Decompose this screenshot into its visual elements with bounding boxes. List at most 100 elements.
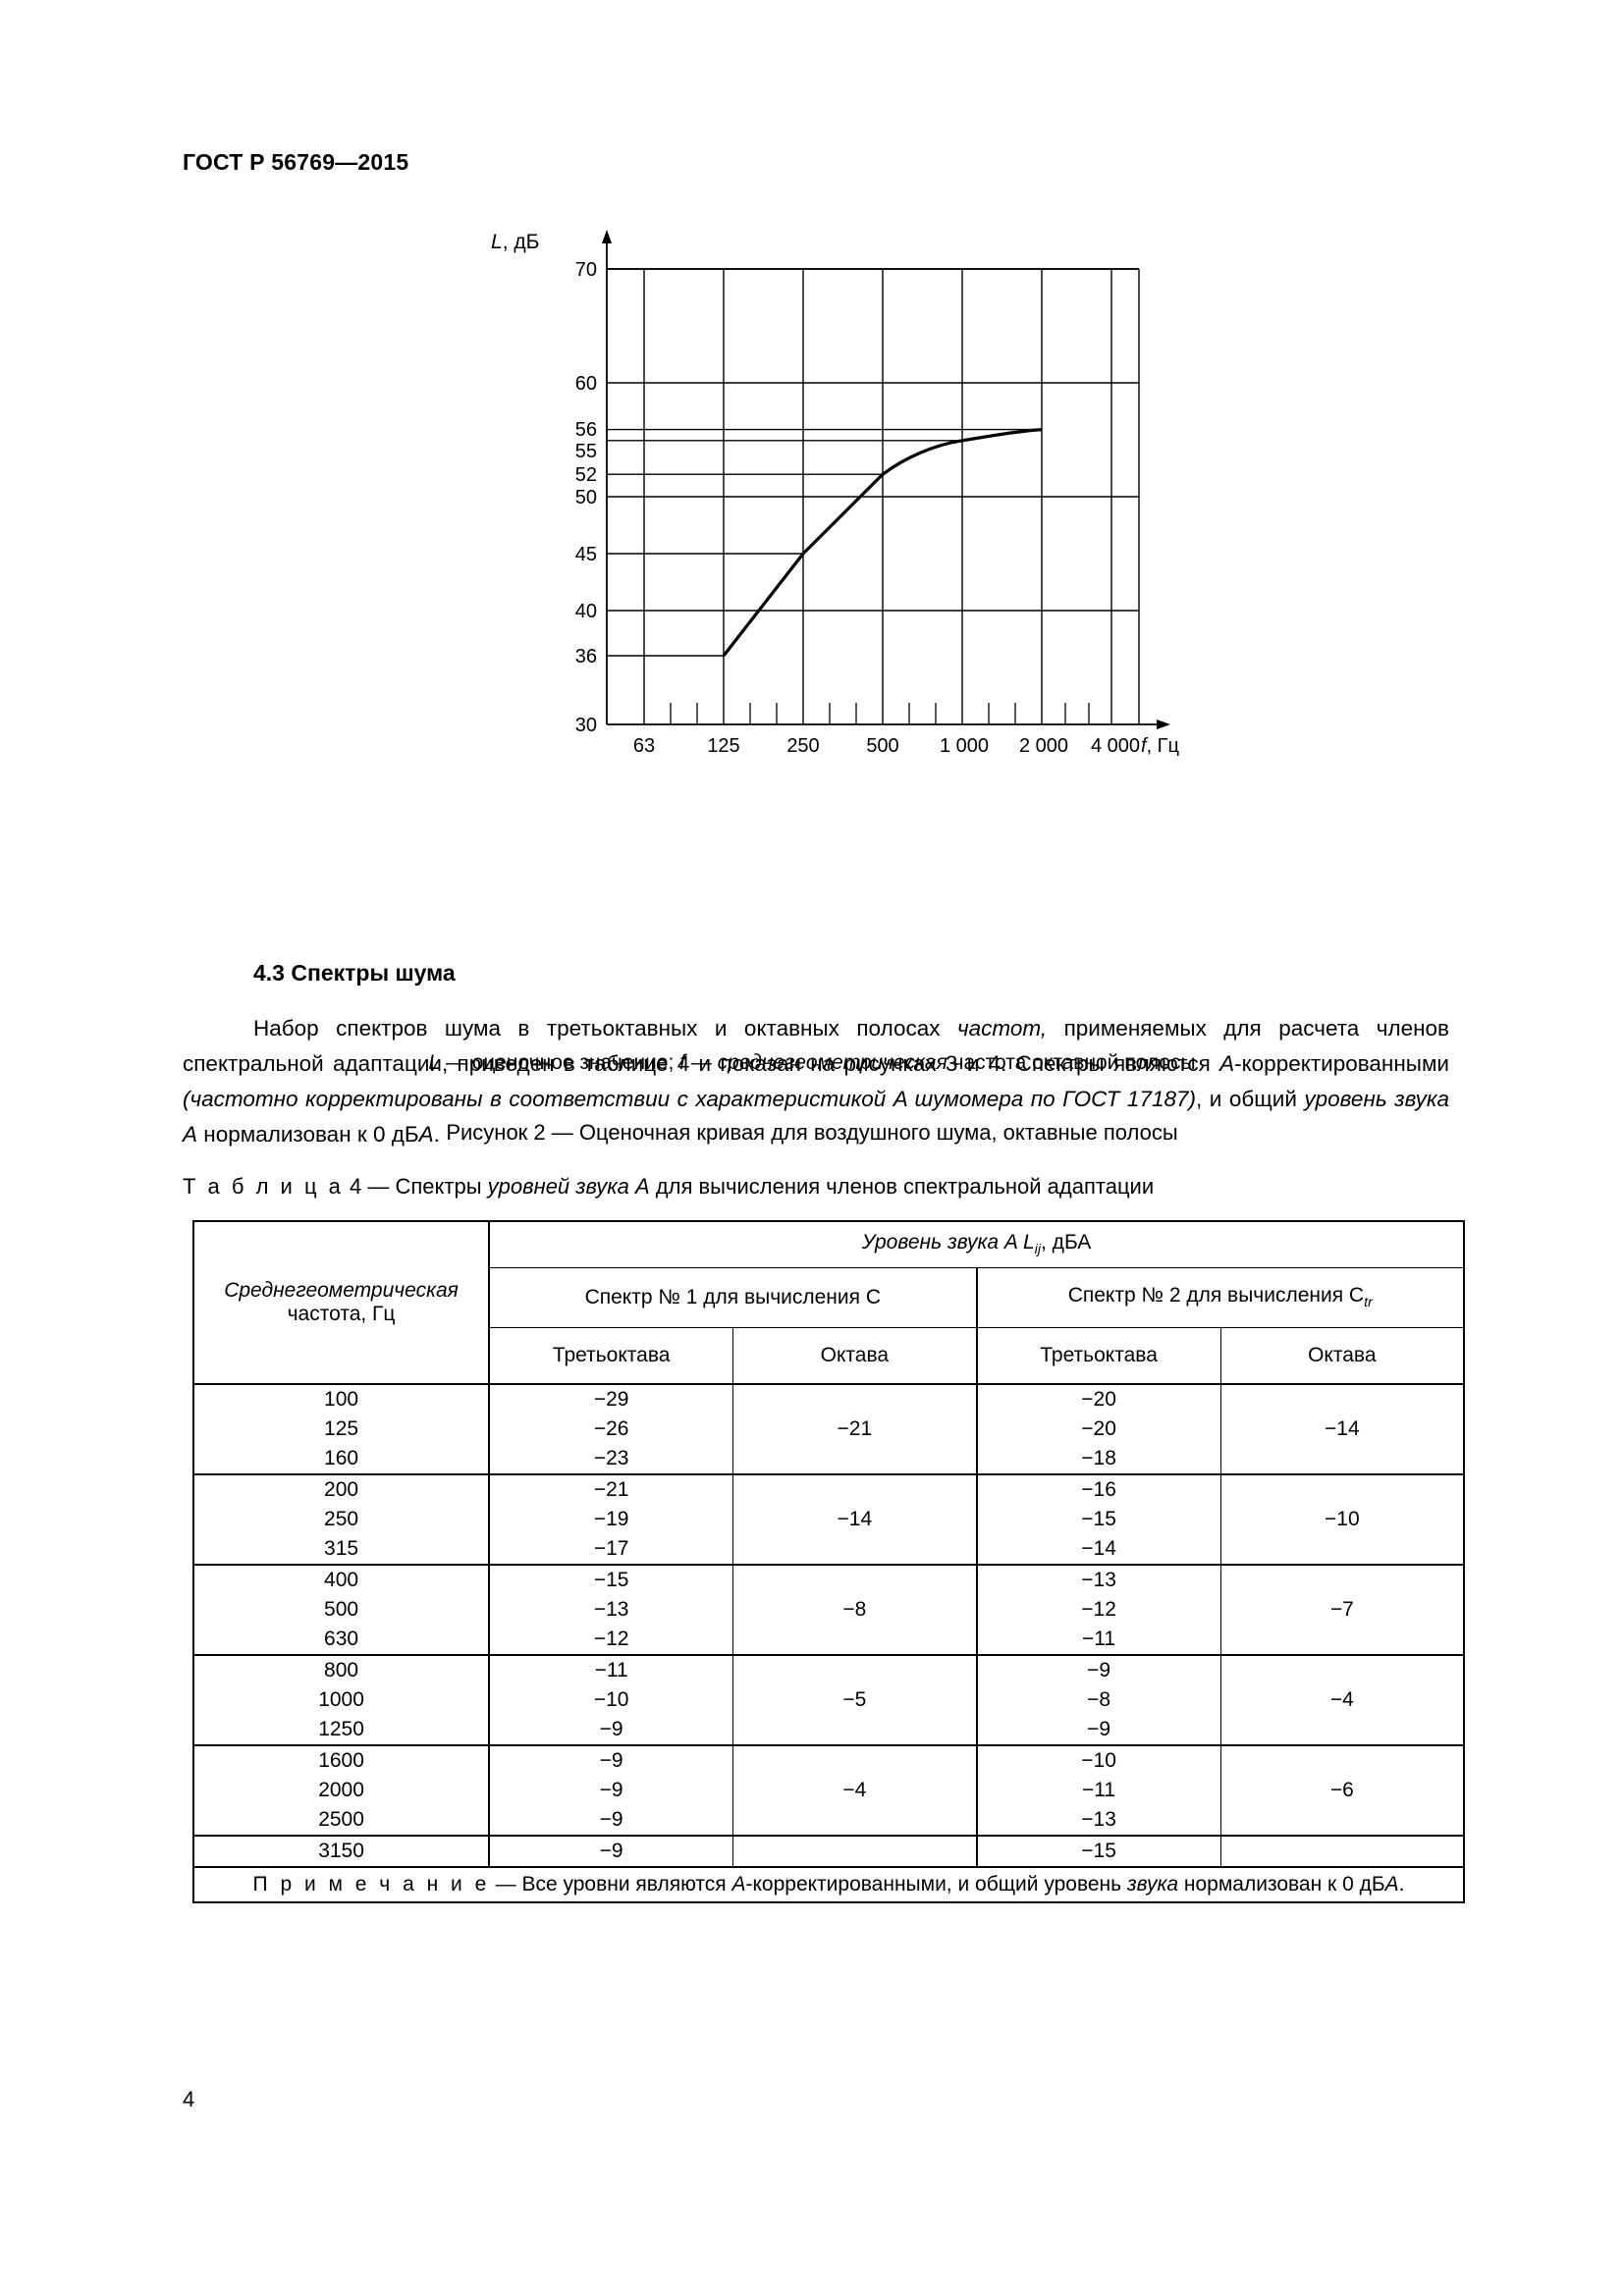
level-value: −10 bbox=[593, 1688, 629, 1711]
svg-text:52: 52 bbox=[575, 464, 597, 486]
level-value: −9 bbox=[599, 1779, 623, 1801]
header-cell-frequency: Среднегеометрическая частота, Гц bbox=[191, 1220, 490, 1385]
level-value: −23 bbox=[593, 1447, 629, 1469]
table-note-row: П р и м е ч а н и е — Все уровни являютс… bbox=[192, 1866, 1465, 1903]
level-value: −20 bbox=[1081, 1417, 1116, 1440]
level-value: −18 bbox=[1081, 1447, 1116, 1469]
table-row: 200 250 315 −21 −19 −17 −14 −16 −15 −14 … bbox=[191, 1473, 1465, 1566]
row-spectrum2-third-group-4: −9 −8 −9 bbox=[975, 1654, 1221, 1746]
row-spectrum1-third-group-3: −15 −13 −12 bbox=[488, 1564, 734, 1656]
note-lead: П р и м е ч а н и е bbox=[252, 1873, 490, 1896]
table-title-tail: для вычисления членов спектральной адапт… bbox=[649, 1174, 1155, 1199]
level-value: −8 bbox=[1087, 1688, 1111, 1711]
header-cell-spectrum-2: Спектр № 2 для вычисления Ctr bbox=[975, 1267, 1466, 1328]
row-spectrum1-octave-group-2: −14 bbox=[732, 1473, 978, 1566]
level-value: −9 bbox=[599, 1808, 623, 1831]
row-spectrum2-octave-group-4: −4 bbox=[1219, 1654, 1465, 1746]
level-value: −13 bbox=[1081, 1808, 1116, 1831]
header-sound-level-italic: Уровень звука A L bbox=[861, 1231, 1035, 1255]
figure-legend-symbol-L: L bbox=[428, 1051, 441, 1074]
header-cell-octave-2: Октава bbox=[1219, 1327, 1465, 1385]
row-spectrum1-third-group-5: −9 −9 −9 bbox=[488, 1744, 734, 1837]
row-spectrum2-octave-group-5: −6 bbox=[1219, 1744, 1465, 1837]
table-row: 1600 2000 2500 −9 −9 −9 −4 −10 −11 −13 −… bbox=[191, 1744, 1465, 1837]
row-spectrum2-octave-group-1: −14 bbox=[1219, 1383, 1465, 1475]
level-value: −15 bbox=[1081, 1840, 1116, 1862]
svg-text:30: 30 bbox=[575, 715, 597, 736]
frequency-value: 800 bbox=[324, 1659, 359, 1682]
figure-2-container: L, дБ bbox=[0, 222, 1624, 1145]
page-number: 4 bbox=[183, 2087, 195, 2111]
header-sound-level-tail: , дБА bbox=[1041, 1231, 1092, 1255]
table-header-row-3: Третьоктава Октава Третьоктава Октава bbox=[193, 1327, 1465, 1385]
frequency-value: 200 bbox=[324, 1478, 359, 1501]
note-text-2: -корректированными, и общий уровень bbox=[745, 1873, 1127, 1896]
row-spectrum1-octave-group-3: −8 bbox=[732, 1564, 978, 1656]
row-frequency-group-1: 100 125 160 bbox=[191, 1383, 490, 1475]
evaluation-curve-path bbox=[722, 428, 1043, 657]
level-value: −17 bbox=[593, 1537, 629, 1560]
level-value: −12 bbox=[1081, 1598, 1116, 1621]
header-frequency-italic: Среднегеометрическая bbox=[224, 1279, 459, 1302]
header-spectrum-2-label: Спектр № 2 для вычисления C bbox=[1067, 1284, 1365, 1308]
header-sound-level-subscript: ij bbox=[1034, 1242, 1042, 1258]
row-spectrum1-third-group-6: −9 bbox=[488, 1835, 734, 1868]
svg-text:1 000: 1 000 bbox=[940, 735, 989, 757]
row-spectrum1-octave-group-1: −21 bbox=[732, 1383, 978, 1475]
svg-text:70: 70 bbox=[575, 259, 597, 281]
x-axis-arrow bbox=[1157, 720, 1170, 729]
frequency-value: 2500 bbox=[318, 1808, 364, 1831]
level-value: −11 bbox=[594, 1659, 628, 1682]
figure-legend-italic-term: среднегеометрическая bbox=[717, 1051, 947, 1074]
y-axis-arrow bbox=[602, 230, 612, 243]
svg-text:4 000: 4 000 bbox=[1091, 735, 1140, 757]
svg-text:2 000: 2 000 bbox=[1019, 735, 1068, 757]
svg-text:50: 50 bbox=[575, 487, 597, 508]
paragraph-italic-3: уровень звука A bbox=[183, 1087, 1450, 1147]
header-cell-octave-1: Октава bbox=[732, 1327, 978, 1385]
level-value: −11 bbox=[1082, 1779, 1116, 1801]
row-spectrum2-third-group-3: −13 −12 −11 bbox=[975, 1564, 1221, 1656]
frequency-value: 160 bbox=[324, 1447, 359, 1469]
x-axis-label: f, Гц bbox=[1141, 735, 1179, 757]
row-spectrum2-third-group-1: −20 −20 −18 bbox=[975, 1383, 1221, 1475]
row-spectrum1-third-group-4: −11 −10 −9 bbox=[488, 1654, 734, 1746]
note-italic-A2: A bbox=[1384, 1873, 1399, 1896]
svg-text:60: 60 bbox=[575, 373, 597, 395]
reference-lines bbox=[607, 428, 1042, 657]
header-cell-spectrum-1: Спектр № 1 для вычисления C bbox=[488, 1267, 978, 1328]
figure-legend-text-1: — оценочное значение; bbox=[440, 1051, 680, 1074]
level-value: −12 bbox=[593, 1628, 629, 1650]
figure-caption: Рисунок 2 — Оценочная кривая для воздушн… bbox=[446, 1120, 1178, 1145]
level-value: −9 bbox=[599, 1718, 623, 1740]
frequency-value: 500 bbox=[324, 1598, 359, 1621]
note-italic-zvuka: звука bbox=[1126, 1873, 1179, 1896]
table-title-italic: уровней звука A bbox=[487, 1174, 650, 1199]
level-value: −21 bbox=[593, 1478, 629, 1501]
row-spectrum2-third-group-6: −15 bbox=[975, 1835, 1221, 1868]
row-spectrum2-octave-group-3: −7 bbox=[1219, 1564, 1465, 1656]
section-heading-4-3: 4.3 Спектры шума bbox=[253, 960, 456, 986]
row-spectrum2-octave-group-2: −10 bbox=[1219, 1473, 1465, 1566]
table-header-row-2: Спектр № 1 для вычисления C Спектр № 2 д… bbox=[193, 1267, 1466, 1328]
frequency-value: 2000 bbox=[318, 1779, 364, 1801]
note-text-1: — Все уровни являются bbox=[489, 1873, 732, 1896]
table-row: 800 1000 1250 −11 −10 −9 −5 −9 −8 −9 −4 bbox=[191, 1654, 1465, 1746]
level-value: −19 bbox=[593, 1508, 629, 1530]
svg-text:45: 45 bbox=[575, 544, 597, 565]
y-axis-label: L, дБ bbox=[491, 231, 539, 253]
x-axis-minor-ticks bbox=[670, 703, 1090, 724]
level-value: −15 bbox=[1081, 1508, 1116, 1530]
figure-legend-text-2: частота октавной полосы bbox=[947, 1051, 1196, 1074]
row-spectrum2-octave-group-6 bbox=[1219, 1835, 1465, 1868]
frequency-value: 1600 bbox=[318, 1749, 364, 1772]
table-4-title: Т а б л и ц а 4 — Спектры уровней звука … bbox=[183, 1174, 1154, 1200]
row-spectrum2-third-group-2: −16 −15 −14 bbox=[975, 1473, 1221, 1566]
level-value: −16 bbox=[1081, 1478, 1116, 1501]
header-cell-third-octave-2: Третьоктава bbox=[975, 1327, 1221, 1385]
row-spectrum2-third-group-5: −10 −11 −13 bbox=[975, 1744, 1221, 1837]
frequency-value: 1000 bbox=[318, 1688, 364, 1711]
header-spectrum-2-subscript: tr bbox=[1364, 1295, 1373, 1311]
level-value: −29 bbox=[593, 1388, 629, 1411]
row-spectrum1-third-group-1: −29 −26 −23 bbox=[488, 1383, 734, 1475]
